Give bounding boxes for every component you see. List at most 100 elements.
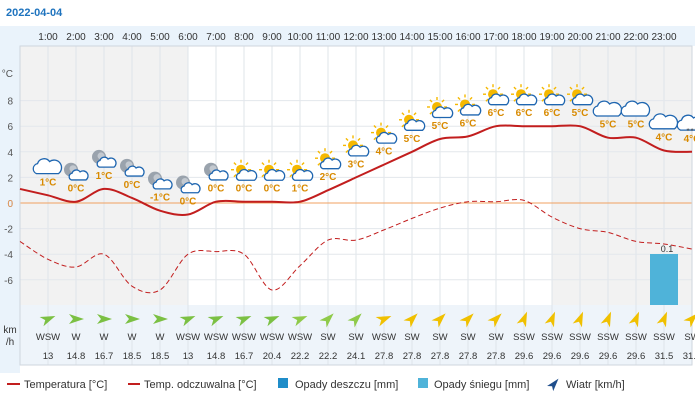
wind-arrow-icon — [572, 311, 584, 328]
y-tick-label: 0 — [7, 199, 13, 210]
partly-sunny-icon — [231, 159, 258, 181]
hour-label: 22:00 — [623, 32, 648, 43]
wind-arrow-icon — [403, 313, 418, 328]
wind-arrow-shape — [656, 311, 668, 328]
sun-ray — [289, 162, 293, 166]
sun-ray — [401, 112, 405, 116]
hour-label: 11:00 — [316, 32, 341, 43]
hour-temp-label: 6°C — [544, 108, 561, 119]
cloud-shape — [571, 93, 594, 106]
wind-arrow-shape — [572, 311, 584, 328]
wind-arrow-icon — [69, 314, 84, 324]
partly-cloudy-night-icon — [204, 162, 229, 181]
wind-arrow-shape — [683, 313, 695, 328]
wind-direction: WSW — [372, 332, 396, 343]
partly-cloudy-night-icon — [148, 171, 173, 190]
sun-ray — [345, 137, 349, 141]
hour-label: 5:00 — [150, 32, 170, 43]
y-tick-label: -2 — [4, 225, 13, 236]
hour-temp-label: 0°C — [264, 184, 281, 195]
hour-temp-label: 5°C — [572, 108, 589, 119]
sun-ray — [485, 86, 489, 90]
wind-speed: 24.1 — [347, 351, 366, 362]
sun-ray — [569, 98, 573, 102]
wind-arrow-shape — [459, 313, 474, 328]
wind-arrow-shape — [403, 313, 418, 328]
wind-direction: WSW — [204, 332, 228, 343]
hour-temp-label: 5°C — [628, 120, 645, 131]
wind-arrow-icon — [375, 315, 392, 327]
wind-arrow-icon — [39, 315, 56, 327]
legend-snow-swatch — [418, 378, 428, 388]
wind-arrow-shape — [69, 314, 84, 324]
hour-temp-label: 4°C — [684, 134, 695, 145]
wind-arrow-icon — [97, 314, 112, 324]
hour-label: 9:00 — [262, 32, 282, 43]
wind-arrow-shape — [628, 311, 640, 328]
wind-arrow-icon — [516, 311, 528, 328]
sun-ray — [233, 162, 237, 166]
wind-speed: 29.6 — [543, 351, 562, 362]
hour-temp-label: 1°C — [292, 184, 309, 195]
hour-temp-label: 6°C — [460, 118, 477, 129]
wind-direction: W — [72, 332, 81, 343]
partly-sunny-icon — [287, 159, 314, 181]
wind-speed: 18.5 — [123, 351, 142, 362]
wind-speed: 20.4 — [263, 351, 282, 362]
sun-ray — [541, 98, 545, 102]
sun-ray — [413, 112, 417, 116]
hour-label: 23:00 — [651, 32, 676, 43]
sun-ray — [541, 86, 545, 90]
legend-temp-label: Temperatura [°C] — [24, 379, 107, 391]
sun-ray — [525, 86, 529, 90]
snowflake: * — [686, 127, 689, 136]
wind-speed: 29.6 — [627, 351, 646, 362]
y-tick-label: 8 — [7, 97, 13, 108]
partly-sunny-icon — [427, 97, 454, 119]
cloud-shape — [319, 157, 342, 170]
cloud-shape — [291, 169, 314, 181]
y-unit-label: °C — [2, 69, 13, 80]
y-tick-label: 4 — [7, 148, 13, 159]
hour-temp-label: -1°C — [150, 193, 170, 204]
wind-arrow-icon — [683, 313, 695, 328]
cloud-shape — [375, 131, 398, 144]
sun-ray — [385, 125, 389, 129]
hour-temp-label: 4°C — [376, 147, 393, 158]
sun-ray — [345, 149, 349, 153]
hour-temp-label: 0°C — [180, 197, 197, 208]
sun-ray — [273, 162, 277, 166]
y-tick-label: 2 — [7, 173, 13, 184]
hour-temp-label: 3°C — [348, 159, 365, 170]
snowflake: * — [690, 127, 693, 136]
hour-label: 10:00 — [287, 32, 312, 43]
sun-ray — [457, 108, 461, 113]
hour-temp-label: 0°C — [236, 184, 253, 195]
hour-label: 7:00 — [206, 32, 226, 43]
hour-label: 19:00 — [539, 32, 564, 43]
sun-ray — [261, 174, 265, 178]
cloud-shape — [431, 106, 454, 119]
legend-wind-icon — [547, 378, 559, 392]
wind-direction: SSW — [541, 332, 563, 343]
hour-label: 6:00 — [178, 32, 198, 43]
wind-arrow-icon — [544, 311, 556, 328]
sun-ray — [441, 99, 445, 103]
sun-ray — [373, 137, 377, 141]
wind-direction: WSW — [232, 332, 256, 343]
wind-speed: 31.5 — [683, 351, 695, 362]
wind-direction: W — [156, 332, 165, 343]
y-tick-label: 6 — [7, 122, 13, 133]
temperature-line — [19, 124, 693, 216]
hour-temp-label: 6°C — [516, 108, 533, 119]
wind-speed: 18.5 — [151, 351, 170, 362]
wind-speed: 14.8 — [207, 351, 226, 362]
cloud-shape — [515, 93, 538, 106]
wind-speed: 13 — [183, 351, 194, 362]
sun-ray — [357, 137, 361, 141]
hour-temp-label: 0°C — [208, 184, 225, 195]
hour-label: 17:00 — [483, 32, 508, 43]
sun-ray — [569, 86, 573, 90]
hour-temp-label: 5°C — [404, 134, 421, 145]
partly-sunny-icon — [343, 135, 370, 157]
